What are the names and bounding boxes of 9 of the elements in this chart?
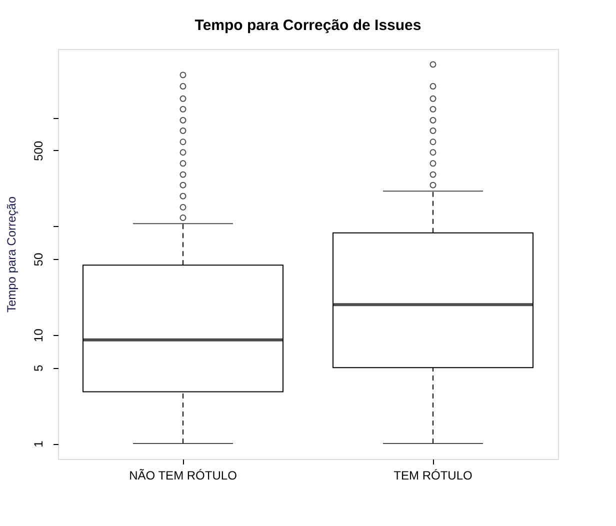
y-tick-label: 10 [32,328,46,342]
x-tick-label: TEM RÓTULO [394,468,472,482]
y-tick-label: 1 [32,440,46,448]
y-tick-label: 50 [32,252,46,266]
y-tick-label: 5 [32,364,46,372]
y-axis-title: Tempo para Correção [4,196,18,313]
chart-title: Tempo para Correção de Issues [194,17,422,34]
y-tick-label: 500 [32,140,46,161]
x-tick-label: NÃO TEM RÓTULO [129,468,237,482]
